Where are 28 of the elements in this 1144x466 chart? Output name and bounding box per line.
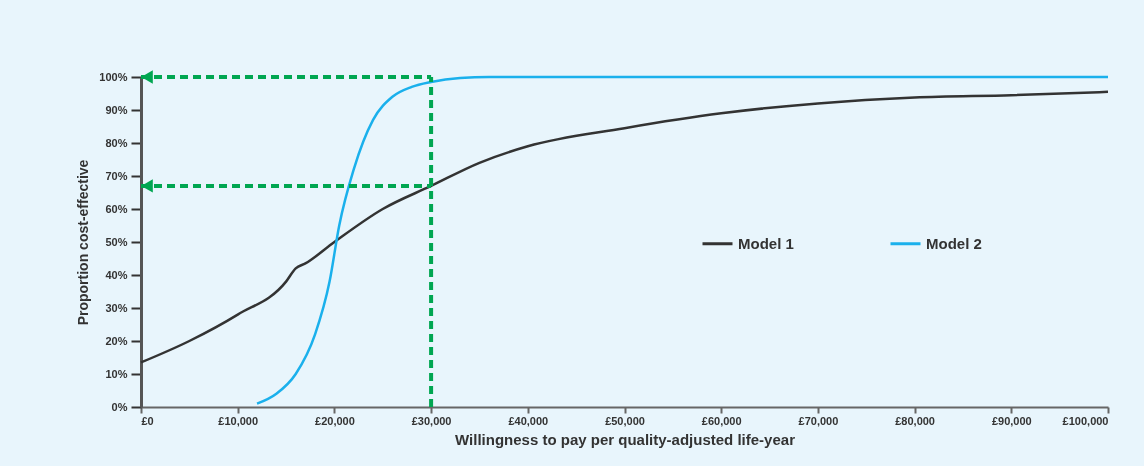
x-tick-label: £0 <box>141 414 154 427</box>
y-tick-label: 10% <box>105 367 128 380</box>
x-tick-label: £40,000 <box>508 414 549 427</box>
legend-label: Model 2 <box>926 234 982 252</box>
y-tick-label: 60% <box>105 202 128 215</box>
x-tick-label: £70,000 <box>798 414 839 427</box>
x-tick-label: £90,000 <box>991 414 1032 427</box>
x-axis-title: Willingness to pay per quality-adjusted life-year <box>455 430 796 448</box>
y-tick-label: 70% <box>105 169 128 182</box>
y-tick-label: 100% <box>99 70 128 83</box>
y-tick-label: 0% <box>111 400 128 413</box>
y-tick-label: 20% <box>105 334 128 347</box>
x-tick-label: £50,000 <box>605 414 645 427</box>
y-axis-title: Proportion cost-effective <box>75 159 92 326</box>
x-tick-label: £80,000 <box>895 414 935 427</box>
x-tick-label: £10,000 <box>218 414 259 427</box>
line-series <box>255 75 1110 405</box>
x-tick-label: £30,000 <box>411 414 452 427</box>
legend-label: Model 1 <box>738 234 794 252</box>
x-tick-label: £60,000 <box>701 414 742 427</box>
y-tick-label: 50% <box>105 235 128 248</box>
x-tick-label: £20,000 <box>315 414 355 427</box>
line-series <box>139 90 1110 364</box>
x-tick-label: £100,000 <box>1062 414 1109 427</box>
y-tick-label: 90% <box>105 103 128 116</box>
y-tick-label: 80% <box>105 136 128 149</box>
y-tick-label: 40% <box>105 268 128 281</box>
y-tick-label: 30% <box>105 301 128 314</box>
